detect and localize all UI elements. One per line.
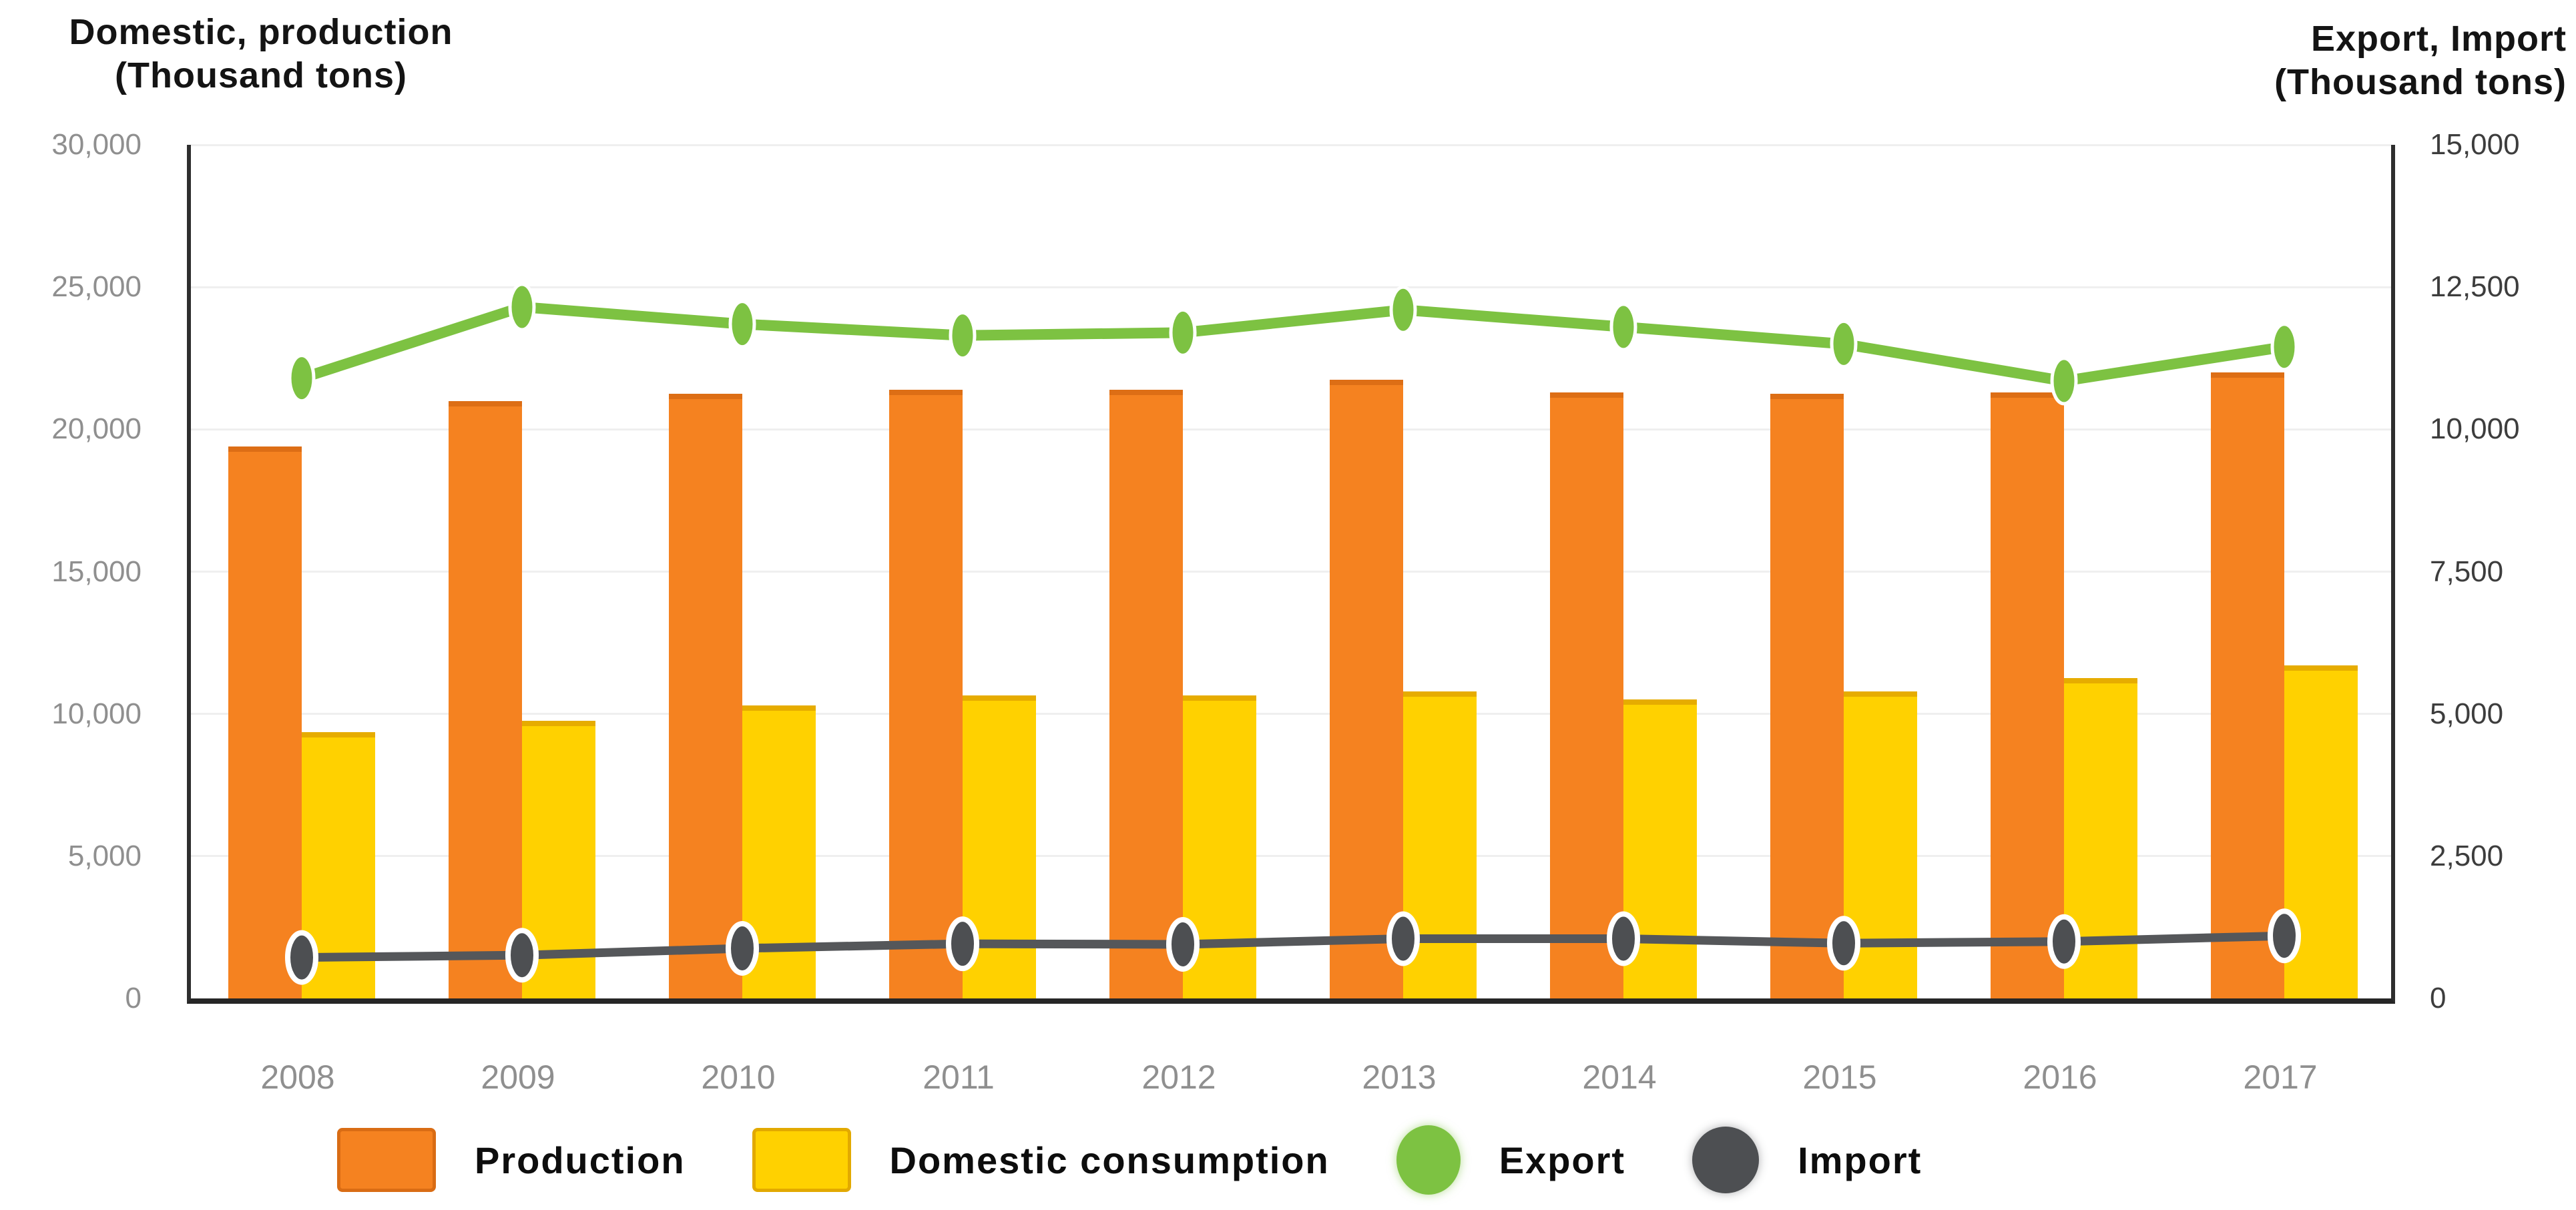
right-axis-tick: 7,500 [2430, 555, 2504, 588]
bar-production-2016 [1991, 392, 2064, 998]
left-axis-tick: 30,000 [51, 128, 142, 161]
left-axis-tick: 25,000 [51, 270, 142, 304]
export-marker-2015 [1830, 319, 1858, 368]
export-marker-2009 [508, 282, 536, 332]
gridline [191, 143, 2391, 146]
left-axis-title-line2: (Thousand tons) [115, 55, 407, 95]
domestic-consumption-swatch-icon [752, 1128, 851, 1192]
x-axis-label-2014: 2014 [1582, 1058, 1657, 1096]
x-axis-label-2017: 2017 [2243, 1058, 2318, 1096]
left-axis-tick: 10,000 [51, 697, 142, 730]
right-axis-tick-labels: 0 2,500 5,000 7,500 10,000 12,500 15,000 [2430, 130, 2576, 1013]
gridline [191, 713, 2391, 715]
legend-label-import: Import [1798, 1139, 1922, 1181]
x-axis-label-2009: 2009 [481, 1058, 555, 1096]
export-marker-2014 [1609, 302, 1637, 352]
legend-item-domestic-consumption: Domestic consumption [752, 1128, 1330, 1192]
bar-production-2010 [669, 394, 742, 998]
legend-label-domestic-consumption: Domestic consumption [889, 1139, 1330, 1181]
x-axis-label-2008: 2008 [260, 1058, 335, 1096]
x-axis-label-2012: 2012 [1141, 1058, 1216, 1096]
import-marker-2017 [2268, 908, 2301, 964]
import-marker-2016 [2047, 914, 2081, 969]
gridline [191, 428, 2391, 430]
export-marker-icon [1396, 1125, 1461, 1195]
left-axis-title-line1: Domestic, production [69, 12, 453, 52]
plot-area [187, 143, 2395, 1004]
gridline [191, 855, 2391, 858]
bar-production-2012 [1109, 389, 1183, 998]
x-axis-label-2016: 2016 [2023, 1058, 2097, 1096]
right-axis-title-line2: (Thousand tons) [2274, 61, 2567, 102]
bar-production-2011 [889, 389, 963, 998]
right-axis-tick: 12,500 [2430, 270, 2520, 304]
x-axis-label-2015: 2015 [1802, 1058, 1877, 1096]
right-axis-tick: 2,500 [2430, 839, 2504, 872]
left-axis-tick: 20,000 [51, 412, 142, 446]
export-marker-2012 [1169, 308, 1197, 357]
lines-layer [285, 282, 2301, 985]
x-axis-labels: 2008 2009 2010 2011 2012 2013 2014 2015 2016 2017 [187, 1058, 2387, 1098]
production-swatch-icon [337, 1128, 436, 1192]
x-axis-label-2010: 2010 [701, 1058, 776, 1096]
x-axis-label-2013: 2013 [1362, 1058, 1437, 1096]
export-marker-2016 [2050, 356, 2078, 406]
bar-production-2009 [449, 400, 522, 998]
legend-item-production: Production [337, 1128, 686, 1192]
right-axis-title: Export, Import (Thousand tons) [2274, 17, 2567, 104]
legend-item-import: Import [1692, 1127, 1922, 1193]
import-marker-2010 [726, 920, 759, 976]
legend: Production Domestic consumption Export I… [337, 1125, 1989, 1195]
left-axis-tick: 0 [125, 982, 142, 1014]
right-axis-tick: 0 [2430, 982, 2446, 1014]
import-marker-2009 [505, 928, 539, 983]
import-marker-2012 [1166, 916, 1200, 972]
left-axis-tick: 15,000 [51, 555, 142, 588]
legend-label-production: Production [475, 1139, 686, 1181]
bar-production-2014 [1550, 392, 1623, 998]
export-marker-2013 [1389, 285, 1417, 334]
x-axis-label-2011: 2011 [923, 1058, 995, 1096]
right-axis-tick: 5,000 [2430, 697, 2504, 730]
legend-label-export: Export [1499, 1139, 1626, 1181]
legend-item-export: Export [1396, 1125, 1625, 1195]
import-marker-icon [1692, 1127, 1760, 1193]
gridline [191, 571, 2391, 573]
export-marker-2011 [949, 311, 977, 360]
left-axis-tick: 5,000 [67, 839, 142, 872]
import-marker-2013 [1386, 911, 1420, 966]
export-marker-2010 [728, 300, 756, 349]
right-axis-tick: 15,000 [2430, 128, 2520, 161]
import-marker-2014 [1607, 911, 1640, 966]
bar-production-2015 [1770, 394, 1844, 998]
left-axis-title: Domestic, production (Thousand tons) [4, 11, 518, 97]
export-marker-2008 [288, 354, 316, 403]
bar-production-2008 [228, 446, 302, 998]
bar-production-2013 [1330, 379, 1403, 998]
import-line [297, 931, 2289, 962]
import-marker-2008 [285, 930, 318, 985]
import-marker-2015 [1827, 916, 1860, 971]
left-axis-tick-labels: 0 5,000 10,000 15,000 20,000 25,000 30,000 [0, 130, 142, 1013]
right-axis-title-line1: Export, Import [2310, 19, 2567, 59]
gridline [191, 286, 2391, 288]
import-marker-2011 [946, 916, 979, 972]
export-marker-2017 [2270, 322, 2298, 372]
export-line [296, 302, 2290, 386]
right-axis-tick: 10,000 [2430, 412, 2520, 446]
bar-production-2017 [2211, 372, 2284, 998]
